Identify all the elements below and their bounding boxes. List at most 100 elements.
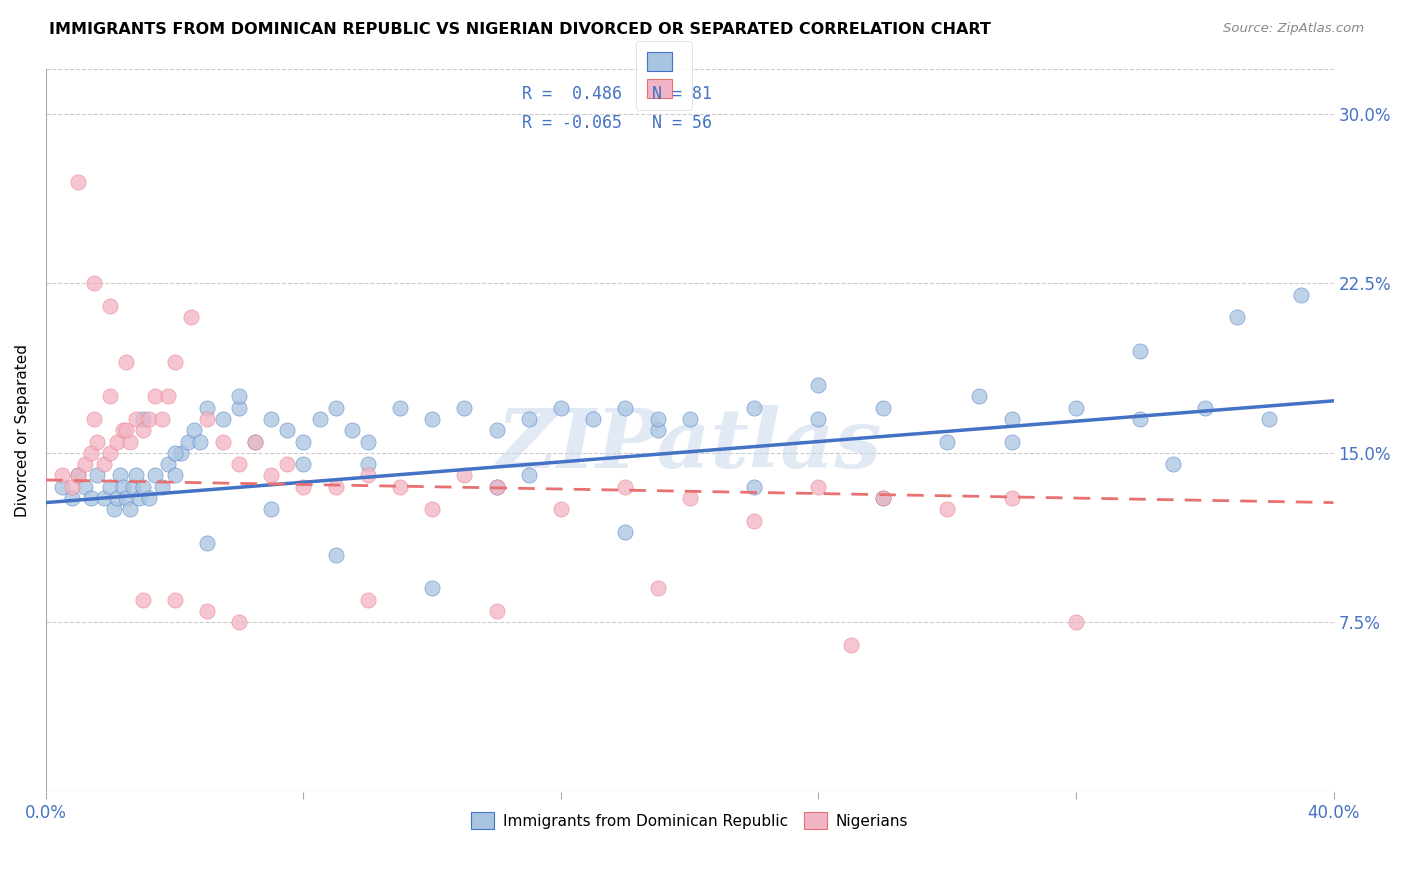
Point	[163, 355, 186, 369]
Point	[872, 401, 894, 415]
Point	[118, 502, 141, 516]
Point	[742, 514, 765, 528]
Point	[614, 480, 637, 494]
Point	[195, 401, 218, 415]
Point	[131, 480, 153, 494]
Point	[276, 457, 298, 471]
Point	[183, 423, 205, 437]
Point	[150, 412, 173, 426]
Point	[138, 491, 160, 505]
Point	[103, 502, 125, 516]
Point	[1064, 615, 1087, 630]
Text: R = -0.065   N = 56: R = -0.065 N = 56	[523, 114, 713, 132]
Point	[115, 355, 138, 369]
Text: R =  0.486   N = 81: R = 0.486 N = 81	[523, 85, 713, 103]
Text: Source: ZipAtlas.com: Source: ZipAtlas.com	[1223, 22, 1364, 36]
Point	[112, 480, 135, 494]
Point	[115, 423, 138, 437]
Point	[485, 423, 508, 437]
Point	[60, 480, 83, 494]
Point	[1226, 310, 1249, 325]
Point	[1258, 412, 1281, 426]
Point	[128, 491, 150, 505]
Point	[550, 401, 572, 415]
Point	[51, 480, 73, 494]
Point	[150, 480, 173, 494]
Point	[742, 480, 765, 494]
Point	[614, 524, 637, 539]
Legend: Immigrants from Dominican Republic, Nigerians: Immigrants from Dominican Republic, Nige…	[465, 806, 914, 835]
Text: IMMIGRANTS FROM DOMINICAN REPUBLIC VS NIGERIAN DIVORCED OR SEPARATED CORRELATION: IMMIGRANTS FROM DOMINICAN REPUBLIC VS NI…	[49, 22, 991, 37]
Point	[325, 548, 347, 562]
Point	[98, 389, 121, 403]
Point	[453, 468, 475, 483]
Point	[80, 491, 103, 505]
Point	[195, 536, 218, 550]
Point	[83, 412, 105, 426]
Point	[485, 480, 508, 494]
Point	[112, 423, 135, 437]
Point	[138, 412, 160, 426]
Point	[108, 468, 131, 483]
Point	[122, 480, 145, 494]
Point	[170, 446, 193, 460]
Point	[340, 423, 363, 437]
Point	[163, 592, 186, 607]
Point	[679, 491, 702, 505]
Point	[73, 480, 96, 494]
Point	[98, 446, 121, 460]
Point	[98, 480, 121, 494]
Point	[517, 468, 540, 483]
Point	[807, 378, 830, 392]
Point	[292, 434, 315, 449]
Point	[131, 592, 153, 607]
Point	[807, 412, 830, 426]
Point	[936, 434, 959, 449]
Point	[67, 468, 90, 483]
Point	[93, 457, 115, 471]
Point	[228, 401, 250, 415]
Point	[125, 468, 148, 483]
Point	[807, 480, 830, 494]
Point	[1129, 344, 1152, 359]
Point	[839, 638, 862, 652]
Point	[180, 310, 202, 325]
Point	[357, 468, 380, 483]
Point	[292, 480, 315, 494]
Point	[176, 434, 198, 449]
Point	[517, 412, 540, 426]
Point	[936, 502, 959, 516]
Point	[83, 277, 105, 291]
Point	[679, 412, 702, 426]
Point	[325, 480, 347, 494]
Point	[614, 401, 637, 415]
Point	[86, 434, 108, 449]
Point	[67, 468, 90, 483]
Point	[228, 389, 250, 403]
Point	[276, 423, 298, 437]
Point	[67, 175, 90, 189]
Point	[86, 468, 108, 483]
Point	[195, 604, 218, 618]
Point	[163, 468, 186, 483]
Point	[550, 502, 572, 516]
Point	[105, 434, 128, 449]
Point	[145, 468, 167, 483]
Point	[163, 446, 186, 460]
Point	[647, 412, 669, 426]
Point	[357, 434, 380, 449]
Text: ZIPatlas: ZIPatlas	[496, 405, 883, 484]
Point	[420, 412, 443, 426]
Point	[195, 412, 218, 426]
Point	[157, 389, 180, 403]
Point	[93, 491, 115, 505]
Point	[51, 468, 73, 483]
Point	[357, 457, 380, 471]
Point	[292, 457, 315, 471]
Point	[389, 480, 412, 494]
Point	[228, 457, 250, 471]
Point	[115, 491, 138, 505]
Point	[1194, 401, 1216, 415]
Point	[357, 592, 380, 607]
Point	[145, 389, 167, 403]
